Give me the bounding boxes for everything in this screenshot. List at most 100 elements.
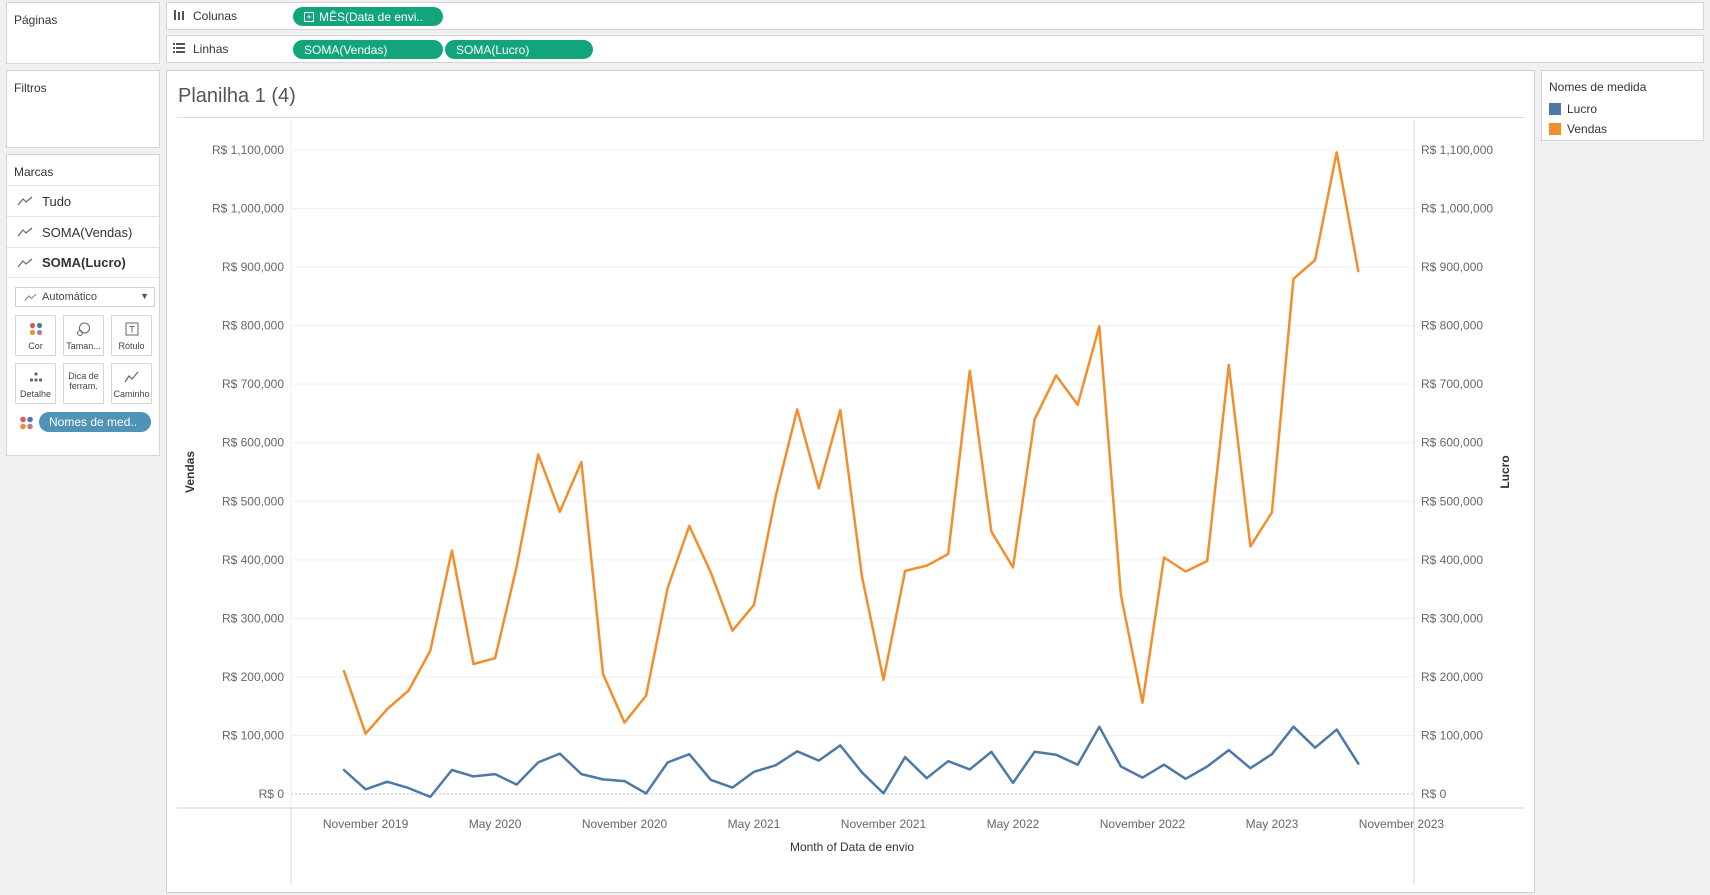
x-tick-label: November 2021 bbox=[841, 817, 927, 831]
line-mark-icon bbox=[17, 227, 33, 237]
y-tick-label-left: R$ 1,000,000 bbox=[212, 202, 284, 216]
y-tick-label-left: R$ 200,000 bbox=[222, 670, 284, 684]
pill-label: MÊS(Data de envi.. bbox=[319, 9, 424, 24]
y-tick-label-right: R$ 400,000 bbox=[1421, 553, 1483, 567]
path-icon bbox=[112, 370, 151, 384]
columns-shelf-label: Colunas bbox=[173, 9, 237, 23]
x-tick-label: November 2022 bbox=[1100, 817, 1186, 831]
y-tick-label-right: R$ 1,100,000 bbox=[1421, 143, 1493, 157]
x-tick-label: May 2020 bbox=[469, 817, 522, 831]
color-icon bbox=[16, 322, 55, 336]
card-label: Dica de ferram. bbox=[68, 371, 99, 391]
card-label: Taman... bbox=[66, 341, 101, 351]
y-tick-label-left: R$ 900,000 bbox=[222, 260, 284, 274]
y-tick-label-left: R$ 0 bbox=[259, 787, 285, 801]
text-label-icon: T bbox=[112, 322, 151, 336]
size-button[interactable]: Taman... bbox=[63, 315, 104, 356]
card-label: Caminho bbox=[113, 389, 150, 399]
color-encoding-icon bbox=[20, 416, 33, 430]
x-tick-label: May 2022 bbox=[987, 817, 1040, 831]
card-label: Detalhe bbox=[19, 389, 52, 399]
y-tick-label-left: R$ 300,000 bbox=[222, 611, 284, 625]
line-chart: R$ 0 R$ 0 R$ 100,000 R$ 100,000 R$ 200,000 R$… bbox=[177, 120, 1525, 884]
worksheet-view: Planilha 1 (4) R$ 0 R$ 0 R$ 100,000 R$ 100,… bbox=[166, 70, 1535, 893]
x-tick-label: November 2020 bbox=[582, 817, 668, 831]
filters-title: Filtros bbox=[14, 81, 47, 95]
path-button[interactable]: Caminho bbox=[111, 363, 152, 404]
pages-card: Páginas bbox=[6, 2, 160, 64]
y-tick-label-left: R$ 1,100,000 bbox=[212, 143, 284, 157]
detail-icon bbox=[16, 370, 55, 384]
filters-card: Filtros bbox=[6, 70, 160, 148]
label-button[interactable]: T Rótulo bbox=[111, 315, 152, 356]
y-tick-label-right: R$ 800,000 bbox=[1421, 319, 1483, 333]
marks-tab-label: SOMA(Vendas) bbox=[42, 224, 133, 240]
y-axis-title-right: Lucro bbox=[1498, 455, 1512, 488]
title-divider bbox=[177, 117, 1525, 118]
columns-icon bbox=[173, 9, 187, 23]
legend-swatch bbox=[1549, 103, 1561, 115]
y-tick-label-right: R$ 300,000 bbox=[1421, 611, 1483, 625]
detail-button[interactable]: Detalhe bbox=[15, 363, 56, 404]
y-tick-label-right: R$ 500,000 bbox=[1421, 494, 1483, 508]
rows-shelf[interactable]: Linhas SOMA(Vendas) SOMA(Lucro) bbox=[166, 35, 1704, 63]
mark-type-dropdown[interactable]: Automático ▼ bbox=[15, 287, 155, 307]
y-axis-title-left: Vendas bbox=[183, 451, 197, 493]
lucro-field-pill[interactable]: SOMA(Lucro) bbox=[445, 40, 593, 59]
sheet-title: Planilha 1 (4) bbox=[178, 85, 296, 107]
columns-label-text: Colunas bbox=[193, 9, 238, 23]
y-tick-label-right: R$ 100,000 bbox=[1421, 728, 1483, 742]
svg-text:T: T bbox=[128, 326, 135, 336]
color-legend: Nomes de medida Lucro Vendas bbox=[1541, 70, 1704, 141]
y-tick-label-right: R$ 0 bbox=[1421, 787, 1447, 801]
y-tick-label-left: R$ 800,000 bbox=[222, 319, 284, 333]
marks-tab-vendas[interactable]: SOMA(Vendas) bbox=[7, 216, 159, 247]
x-tick-label: May 2023 bbox=[1246, 817, 1299, 831]
series-line-vendas[interactable] bbox=[342, 151, 1360, 735]
size-icon bbox=[64, 322, 103, 336]
y-tick-label-left: R$ 700,000 bbox=[222, 377, 284, 391]
rows-shelf-label: Linhas bbox=[173, 42, 228, 56]
line-mark-icon bbox=[17, 196, 33, 206]
line-mark-icon bbox=[17, 258, 33, 267]
marks-tab-all[interactable]: Tudo bbox=[7, 185, 159, 216]
marks-title: Marcas bbox=[14, 165, 54, 179]
month-field-pill[interactable]: + MÊS(Data de envi.. bbox=[293, 7, 443, 26]
line-mark-icon bbox=[24, 293, 37, 301]
tooltip-button[interactable]: Dica de ferram. bbox=[63, 363, 104, 404]
y-tick-label-right: R$ 200,000 bbox=[1421, 670, 1483, 684]
rows-icon bbox=[173, 42, 187, 56]
legend-title: Nomes de medida bbox=[1549, 80, 1647, 94]
y-tick-label-right: R$ 600,000 bbox=[1421, 436, 1483, 450]
series-line-lucro[interactable] bbox=[342, 725, 1360, 799]
card-label: Cor bbox=[28, 341, 43, 351]
pages-title: Páginas bbox=[14, 13, 58, 27]
y-tick-label-left: R$ 400,000 bbox=[222, 553, 284, 567]
marks-tab-label: Tudo bbox=[42, 193, 72, 209]
marks-card: Marcas Tudo SOMA(Vendas) SOMA(Lucro) Aut… bbox=[6, 154, 160, 456]
marks-tab-lucro[interactable]: SOMA(Lucro) bbox=[7, 247, 159, 278]
y-tick-label-left: R$ 100,000 bbox=[222, 728, 284, 742]
x-tick-label: May 2021 bbox=[728, 817, 781, 831]
columns-shelf[interactable]: Colunas + MÊS(Data de envi.. bbox=[166, 2, 1704, 30]
rows-label-text: Linhas bbox=[193, 42, 229, 56]
y-tick-label-right: R$ 900,000 bbox=[1421, 260, 1483, 274]
legend-item-vendas[interactable]: Vendas bbox=[1549, 122, 1607, 136]
marks-tab-label: SOMA(Lucro) bbox=[42, 255, 126, 270]
measure-names-pill[interactable]: Nomes de med.. bbox=[39, 412, 151, 432]
x-tick-label: November 2023 bbox=[1359, 817, 1445, 831]
legend-swatch bbox=[1549, 123, 1561, 135]
vendas-field-pill[interactable]: SOMA(Vendas) bbox=[293, 40, 443, 59]
y-tick-label-left: R$ 500,000 bbox=[222, 494, 284, 508]
x-axis-title: Month of Data de envio bbox=[790, 840, 914, 854]
y-tick-label-right: R$ 700,000 bbox=[1421, 377, 1483, 391]
chevron-down-icon: ▼ bbox=[140, 291, 149, 301]
legend-label: Vendas bbox=[1567, 122, 1608, 136]
x-tick-label: November 2019 bbox=[323, 817, 409, 831]
legend-item-lucro[interactable]: Lucro bbox=[1549, 102, 1597, 116]
mark-type-value: Automático bbox=[42, 291, 98, 303]
legend-label: Lucro bbox=[1567, 102, 1598, 116]
expand-plus-icon: + bbox=[304, 11, 314, 22]
y-tick-label-left: R$ 600,000 bbox=[222, 436, 284, 450]
color-button[interactable]: Cor bbox=[15, 315, 56, 356]
